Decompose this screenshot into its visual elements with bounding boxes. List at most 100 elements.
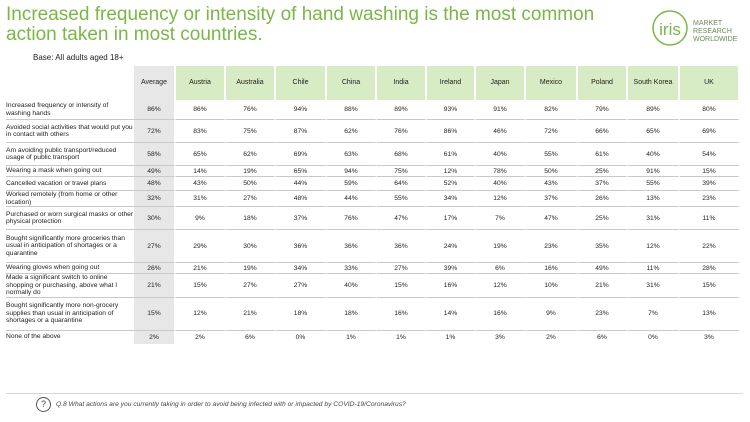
value-cell: 39%: [427, 263, 476, 274]
results-table: Average Austria Australia Chile China India Ir…: [6, 66, 740, 344]
value-cell: 7%: [628, 297, 680, 331]
value-cell: 87%: [276, 120, 327, 143]
value-cell: 44%: [327, 191, 377, 207]
table-row: Purchased or worn surgical masks or othe…: [6, 207, 740, 230]
value-cell: 49%: [578, 263, 628, 274]
value-cell: 62%: [226, 143, 276, 166]
row-label: Worked remotely (from home or other loca…: [6, 191, 134, 207]
row-label: Cancelled vacation or travel plans: [6, 177, 134, 191]
column-header: Poland: [578, 66, 628, 100]
value-cell: 94%: [276, 100, 327, 120]
value-cell: 10%: [526, 274, 578, 298]
average-cell: 86%: [134, 100, 176, 120]
value-cell: 61%: [427, 143, 476, 166]
value-cell: 23%: [578, 297, 628, 331]
value-cell: 19%: [476, 230, 526, 263]
value-cell: 14%: [176, 166, 226, 177]
value-cell: 82%: [526, 100, 578, 120]
row-label: Wearing a mask when going out: [6, 166, 134, 177]
table-row: Bought significantly more non-grocery su…: [6, 297, 740, 331]
row-label: Purchased or worn surgical masks or othe…: [6, 207, 134, 230]
value-cell: 61%: [578, 143, 628, 166]
value-cell: 43%: [526, 177, 578, 191]
logo-line-3: WORLDWIDE: [693, 36, 738, 43]
value-cell: 23%: [526, 230, 578, 263]
value-cell: 48%: [276, 191, 327, 207]
value-cell: 69%: [680, 120, 740, 143]
table-row: Worked remotely (from home or other loca…: [6, 191, 740, 207]
average-cell: 48%: [134, 177, 176, 191]
value-cell: 15%: [680, 166, 740, 177]
value-cell: 30%: [226, 230, 276, 263]
logo-mark-text: iris: [659, 20, 681, 39]
header-blank-cell: [6, 66, 134, 100]
value-cell: 31%: [628, 207, 680, 230]
value-cell: 68%: [377, 143, 427, 166]
base-note: Base: All adults aged 18+: [33, 53, 124, 62]
row-label: Am avoiding public transport/reduced usa…: [6, 143, 134, 166]
value-cell: 17%: [427, 207, 476, 230]
average-cell: 32%: [134, 191, 176, 207]
value-cell: 47%: [377, 207, 427, 230]
column-header: UK: [680, 66, 740, 100]
value-cell: 43%: [176, 177, 226, 191]
row-label: Bought significantly more groceries than…: [6, 230, 134, 263]
value-cell: 7%: [476, 207, 526, 230]
value-cell: 19%: [226, 263, 276, 274]
value-cell: 12%: [476, 191, 526, 207]
average-cell: 49%: [134, 166, 176, 177]
average-cell: 2%: [134, 330, 176, 344]
average-cell: 30%: [134, 207, 176, 230]
table-row: Wearing gloves when going out 26% 21% 19% 34…: [6, 263, 740, 274]
value-cell: 33%: [327, 263, 377, 274]
value-cell: 40%: [327, 274, 377, 298]
survey-question: Q.8 What actions are you currently takin…: [56, 401, 406, 408]
value-cell: 16%: [377, 297, 427, 331]
value-cell: 31%: [176, 191, 226, 207]
value-cell: 16%: [476, 297, 526, 331]
value-cell: 14%: [427, 297, 476, 331]
value-cell: 35%: [578, 230, 628, 263]
value-cell: 18%: [226, 207, 276, 230]
value-cell: 88%: [327, 100, 377, 120]
column-header: Austria: [176, 66, 226, 100]
value-cell: 0%: [628, 330, 680, 344]
value-cell: 79%: [578, 100, 628, 120]
table-row: Made a significant switch to online shop…: [6, 274, 740, 298]
column-header: Average: [134, 66, 176, 100]
value-cell: 12%: [476, 274, 526, 298]
table-header-row: Average Austria Australia Chile China India Ir…: [6, 66, 740, 100]
column-header: Japan: [476, 66, 526, 100]
value-cell: 21%: [176, 263, 226, 274]
value-cell: 40%: [476, 143, 526, 166]
average-cell: 15%: [134, 297, 176, 331]
value-cell: 75%: [226, 120, 276, 143]
value-cell: 13%: [680, 297, 740, 331]
value-cell: 25%: [578, 166, 628, 177]
value-cell: 62%: [327, 120, 377, 143]
value-cell: 6%: [578, 330, 628, 344]
row-label: Made a significant switch to online shop…: [6, 274, 134, 298]
value-cell: 27%: [276, 274, 327, 298]
value-cell: 36%: [327, 230, 377, 263]
value-cell: 21%: [578, 274, 628, 298]
column-header: South Korea: [628, 66, 680, 100]
value-cell: 63%: [327, 143, 377, 166]
value-cell: 37%: [276, 207, 327, 230]
value-cell: 1%: [427, 330, 476, 344]
question-circle-icon: ?: [36, 397, 51, 412]
value-cell: 40%: [476, 177, 526, 191]
value-cell: 11%: [628, 263, 680, 274]
average-cell: 26%: [134, 263, 176, 274]
column-header: Australia: [226, 66, 276, 100]
value-cell: 37%: [526, 191, 578, 207]
value-cell: 25%: [578, 207, 628, 230]
value-cell: 39%: [680, 177, 740, 191]
value-cell: 36%: [276, 230, 327, 263]
value-cell: 3%: [680, 330, 740, 344]
table-row: Wearing a mask when going out 49% 14% 19% 65…: [6, 166, 740, 177]
value-cell: 18%: [276, 297, 327, 331]
value-cell: 1%: [327, 330, 377, 344]
value-cell: 12%: [628, 230, 680, 263]
value-cell: 50%: [526, 166, 578, 177]
